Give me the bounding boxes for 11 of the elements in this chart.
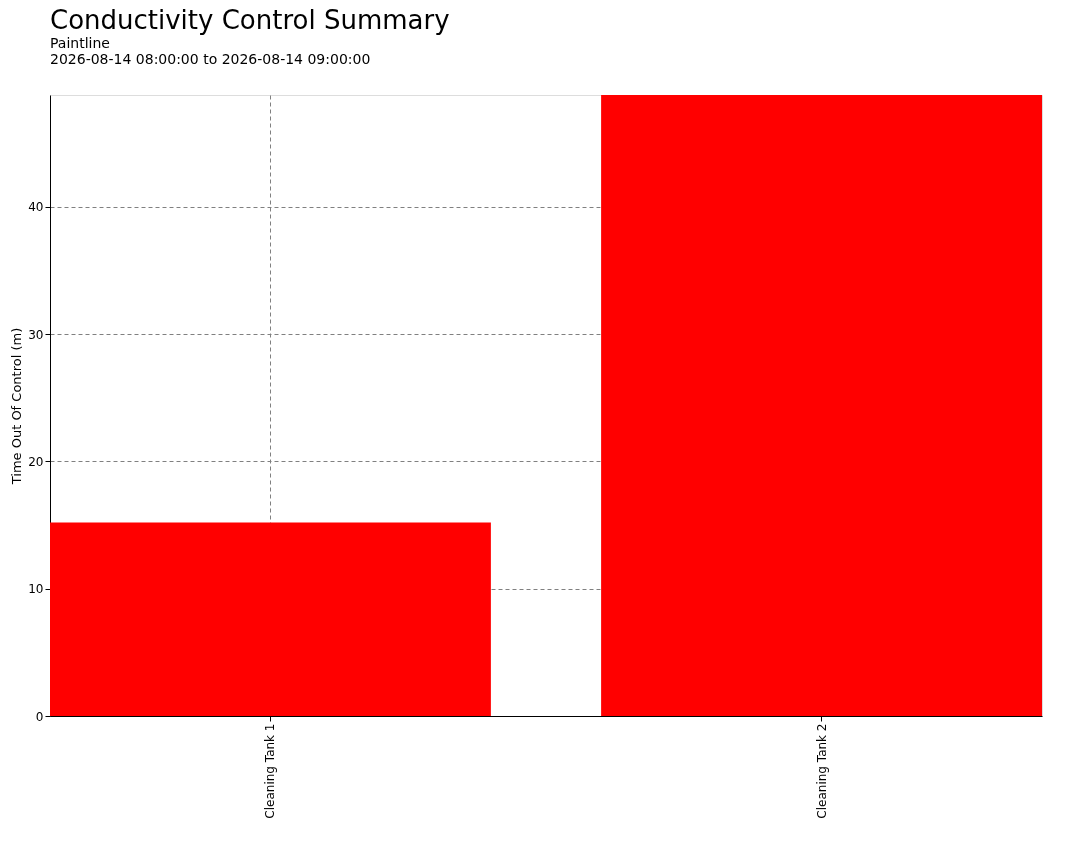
y-tick-label: 30 (28, 327, 44, 342)
chart-subtitle: Paintline (50, 35, 110, 51)
text: 2026-08-14 08:00:00 to 2026-08-14 09:00:00 (50, 51, 371, 67)
chart-title: Conductivity Control Summary (50, 5, 450, 35)
y-axis-title: Time Out Of Control (m) (9, 327, 25, 486)
y-tick-label: 0 (35, 709, 44, 724)
x-tick-label: Cleaning Tank 1 (263, 723, 278, 819)
y-tick-label: 10 (28, 582, 44, 597)
y-tick-label: 40 (28, 200, 44, 215)
x-tick-label: Cleaning Tank 2 (814, 723, 829, 819)
y-tick-label: 20 (28, 454, 44, 469)
